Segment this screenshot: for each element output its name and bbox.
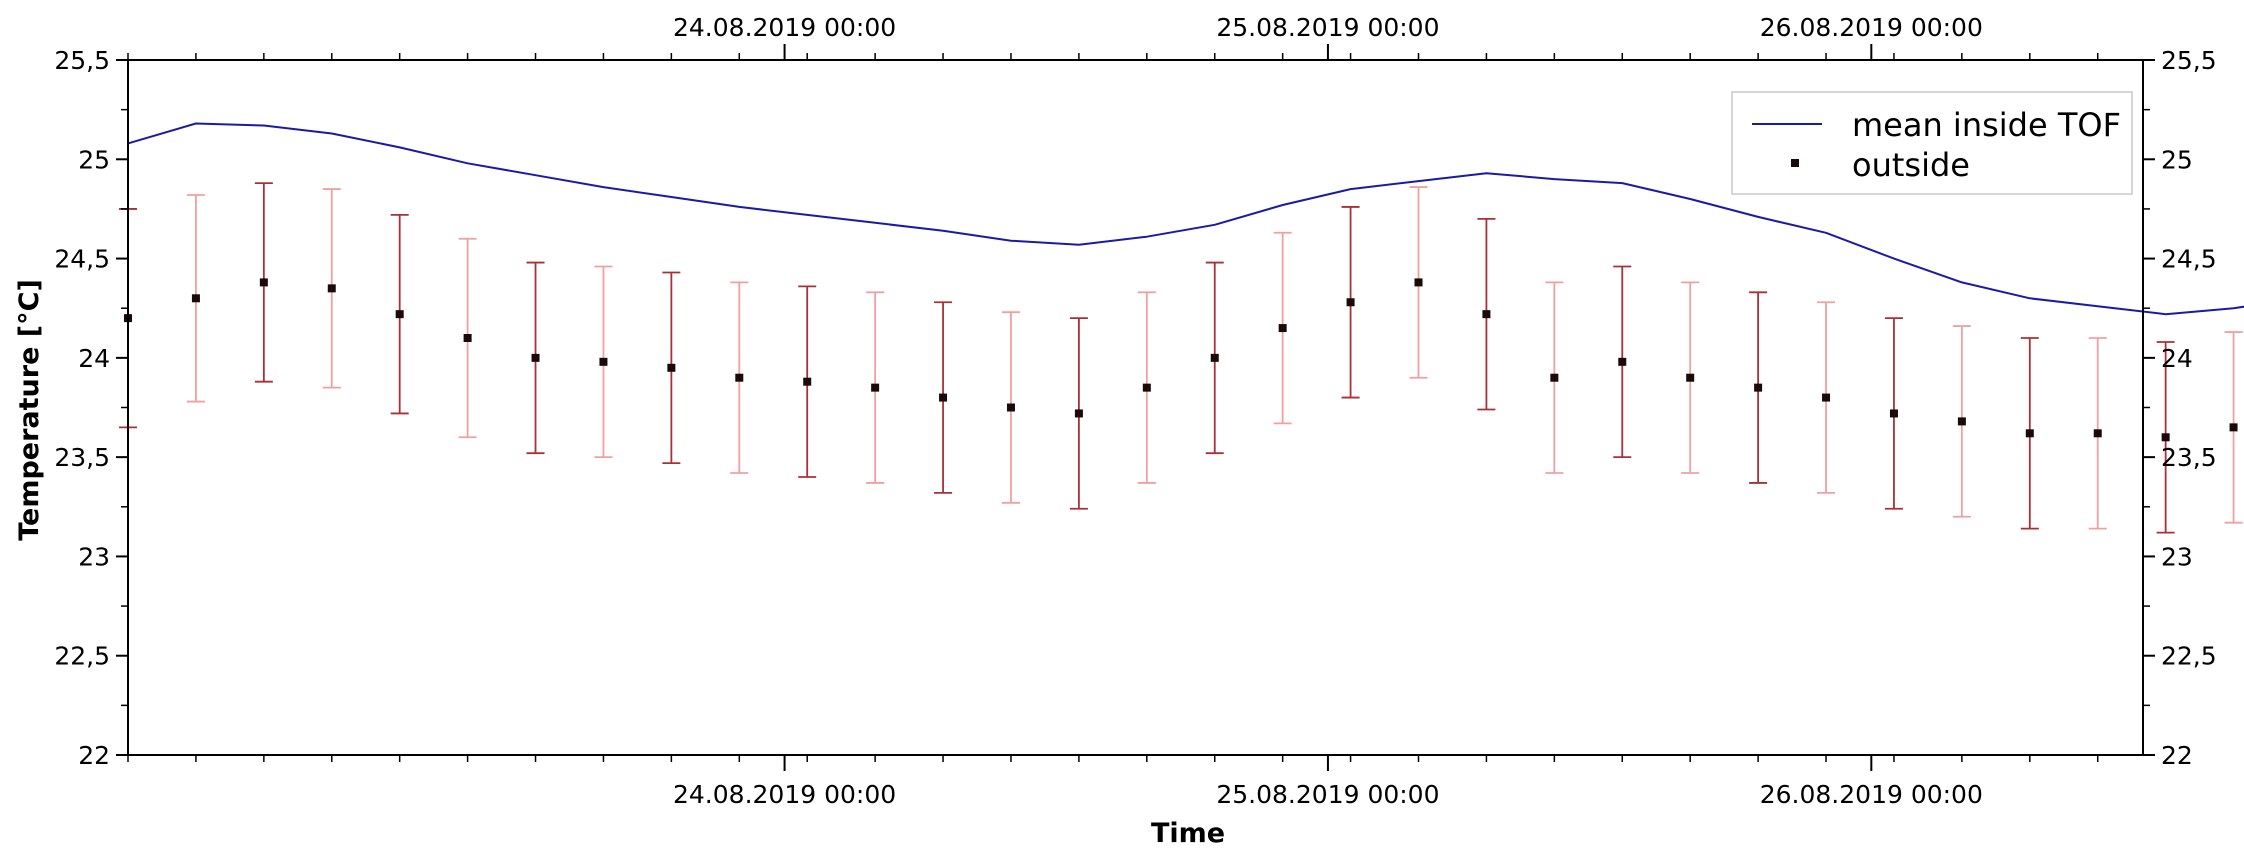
y-tick-label-left: 22,5 xyxy=(54,642,110,671)
axis-tick-labels: 25,5 25,5 25 25 24,5 24,5 24 24 23,5 23,5 23 23 22,5… xyxy=(54,13,2216,809)
outside-point xyxy=(1278,324,1287,333)
outside-point xyxy=(259,278,268,287)
outside-point xyxy=(803,377,812,386)
y-tick-label-right: 22 xyxy=(2161,741,2193,770)
outside-point xyxy=(1889,409,1898,418)
y-tick-label-right: 22,5 xyxy=(2161,642,2217,671)
y-tick-label-left: 24 xyxy=(78,344,110,373)
outside-point xyxy=(1686,373,1695,382)
outside-point xyxy=(1957,417,1966,426)
y-tick-label-left: 24,5 xyxy=(54,245,110,274)
outside-point xyxy=(1006,403,1015,412)
outside-point xyxy=(395,310,404,319)
legend-label-inside: mean inside TOF xyxy=(1852,106,2121,144)
y-axis-title: Temperature [°C] xyxy=(14,279,45,541)
outside-point xyxy=(1482,310,1491,319)
y-tick-label-right: 25,5 xyxy=(2161,46,2217,75)
outside-point xyxy=(1142,383,1151,392)
x-tick-label-bottom: 25.08.2019 00:00 xyxy=(1216,780,1439,809)
outside-point xyxy=(191,294,200,303)
y-tick-label-right: 24 xyxy=(2161,344,2193,373)
outside-point xyxy=(2025,429,2034,438)
axis-ticks xyxy=(116,44,2155,771)
outside-point xyxy=(1210,353,1219,362)
y-tick-label-right: 25 xyxy=(2161,145,2193,174)
outside-point xyxy=(939,393,948,402)
outside-point xyxy=(735,373,744,382)
x-tick-label-bottom: 24.08.2019 00:00 xyxy=(673,780,896,809)
y-tick-label-left: 25,5 xyxy=(54,46,110,75)
y-tick-label-left: 23 xyxy=(78,542,110,571)
outside-point xyxy=(1822,393,1831,402)
legend: mean inside TOF outside xyxy=(1731,91,2133,195)
legend-box xyxy=(1731,91,2133,195)
x-tick-label-top: 25.08.2019 00:00 xyxy=(1216,13,1439,42)
y-tick-label-right: 24,5 xyxy=(2161,245,2217,274)
y-tick-label-left: 22 xyxy=(78,741,110,770)
outside-points-group xyxy=(124,278,2238,442)
outside-point xyxy=(327,284,336,293)
y-tick-label-right: 23 xyxy=(2161,542,2193,571)
y-tick-label-right: 23,5 xyxy=(2161,443,2217,472)
outside-point xyxy=(599,357,608,366)
inside-series-line xyxy=(127,122,2244,316)
inside-series-group xyxy=(127,122,2244,316)
outside-point xyxy=(1074,409,1083,418)
outside-point xyxy=(1550,373,1559,382)
legend-label-outside: outside xyxy=(1852,146,1970,184)
outside-point xyxy=(531,353,540,362)
outside-point xyxy=(871,383,880,392)
outside-point xyxy=(2093,429,2102,438)
outside-point xyxy=(463,334,472,342)
x-tick-label-top: 26.08.2019 00:00 xyxy=(1760,13,1983,42)
outside-point xyxy=(1346,298,1355,307)
y-tick-label-left: 23,5 xyxy=(54,443,110,472)
outside-point xyxy=(2161,433,2170,442)
x-tick-label-top: 24.08.2019 00:00 xyxy=(673,13,896,42)
outside-point xyxy=(1618,357,1627,366)
outside-point xyxy=(1754,383,1763,392)
outside-point xyxy=(2229,423,2238,432)
x-axis-title: Time xyxy=(1151,818,1225,849)
outside-point xyxy=(1414,278,1423,287)
outside-point xyxy=(667,363,676,372)
legend-point-swatch xyxy=(1791,159,1799,167)
x-tick-label-bottom: 26.08.2019 00:00 xyxy=(1760,780,1983,809)
y-tick-label-left: 25 xyxy=(78,145,110,174)
